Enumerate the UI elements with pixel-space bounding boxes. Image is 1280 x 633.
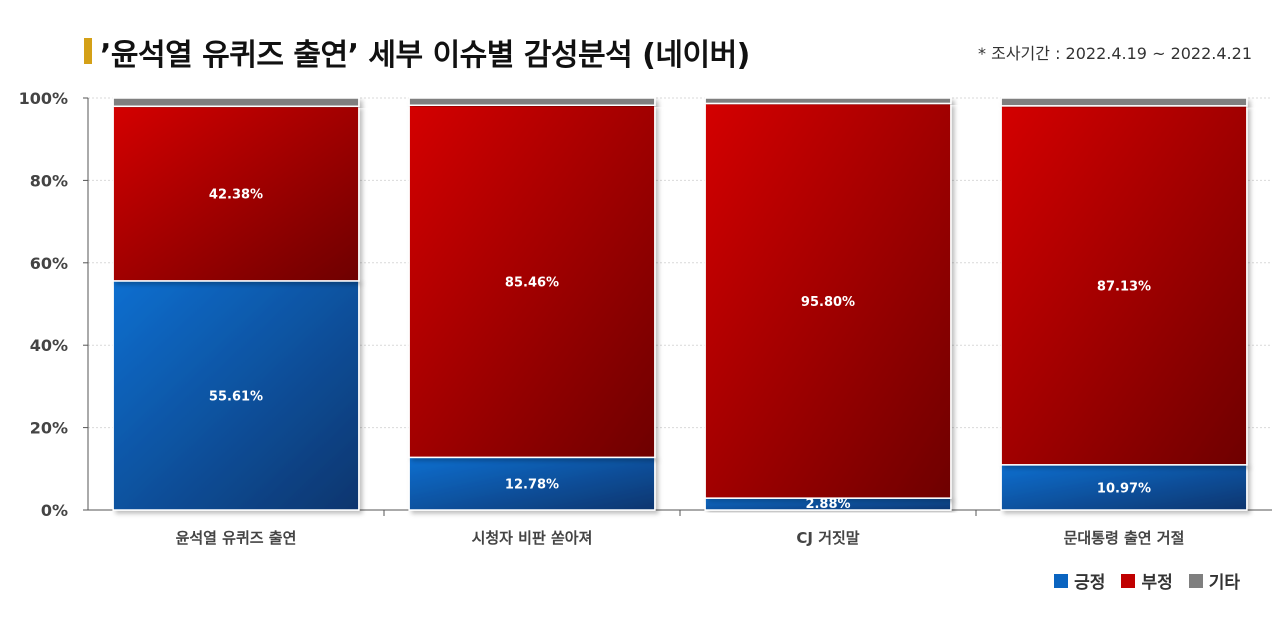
data-label-negative: 95.80% bbox=[801, 295, 855, 310]
survey-period-note: * 조사기간 : 2022.4.19 ~ 2022.4.21 bbox=[978, 44, 1252, 63]
legend-label-positive: 긍정 bbox=[1074, 573, 1106, 593]
bar-segment-negative bbox=[112, 105, 360, 282]
x-category-label: CJ 거짓말 bbox=[796, 529, 859, 547]
data-label-negative: 87.13% bbox=[1097, 279, 1151, 294]
data-label-positive: 12.78% bbox=[505, 478, 559, 493]
legend-item-negative: 부정 bbox=[1121, 568, 1173, 593]
legend-swatch-other bbox=[1188, 573, 1203, 588]
data-labels: 55.61% 42.38% 12.78% 85.46% 2.88% 95.80% 10.97… bbox=[209, 188, 1151, 512]
legend-item-positive: 긍정 bbox=[1054, 568, 1105, 593]
x-category-label: 문대통령 출연 거절 bbox=[1064, 529, 1185, 547]
bar-segment-other bbox=[408, 97, 656, 107]
data-label-positive: 2.88% bbox=[805, 497, 850, 512]
bar-segment-positive bbox=[112, 280, 360, 511]
bar-segment-positive bbox=[408, 456, 656, 511]
legend-label-other: 기타 bbox=[1208, 573, 1240, 593]
y-tick-label: 100% bbox=[19, 89, 68, 108]
legend-swatch-positive bbox=[1054, 573, 1069, 588]
chart-title: ’윤석열 유퀴즈 출연’ 세부 이슈별 감성분석 (네이버) bbox=[100, 38, 750, 73]
legend-label-negative: 부정 bbox=[1141, 573, 1173, 593]
legend-swatch-negative bbox=[1121, 573, 1136, 588]
data-label-positive: 55.61% bbox=[209, 389, 263, 404]
bar-segment-other bbox=[112, 97, 360, 108]
y-tick-label: 0% bbox=[41, 501, 68, 520]
bar-segment-other bbox=[704, 97, 952, 105]
bar-segment-negative bbox=[1000, 105, 1248, 466]
y-tick-label: 80% bbox=[30, 171, 68, 190]
data-label-positive: 10.97% bbox=[1097, 481, 1151, 496]
x-category-label: 윤석열 유퀴즈 출연 bbox=[176, 529, 297, 547]
title-accent-bar bbox=[84, 38, 92, 64]
data-label-negative: 42.38% bbox=[209, 188, 263, 203]
bars bbox=[112, 97, 1248, 511]
y-tick-label: 20% bbox=[30, 419, 68, 438]
bar-segment-negative bbox=[408, 104, 656, 459]
bar-segment-positive bbox=[1000, 464, 1248, 511]
legend: 긍정 부정 기타 bbox=[1054, 568, 1240, 593]
data-label-negative: 85.46% bbox=[505, 275, 559, 290]
y-tick-label: 60% bbox=[30, 254, 68, 273]
y-tick-label: 40% bbox=[30, 336, 68, 355]
x-category-label: 시청자 비판 쏟아져 bbox=[472, 529, 593, 547]
bar-segment-other bbox=[1000, 97, 1248, 107]
legend-item-other: 기타 bbox=[1188, 568, 1240, 593]
bar-segment-negative bbox=[704, 102, 952, 499]
